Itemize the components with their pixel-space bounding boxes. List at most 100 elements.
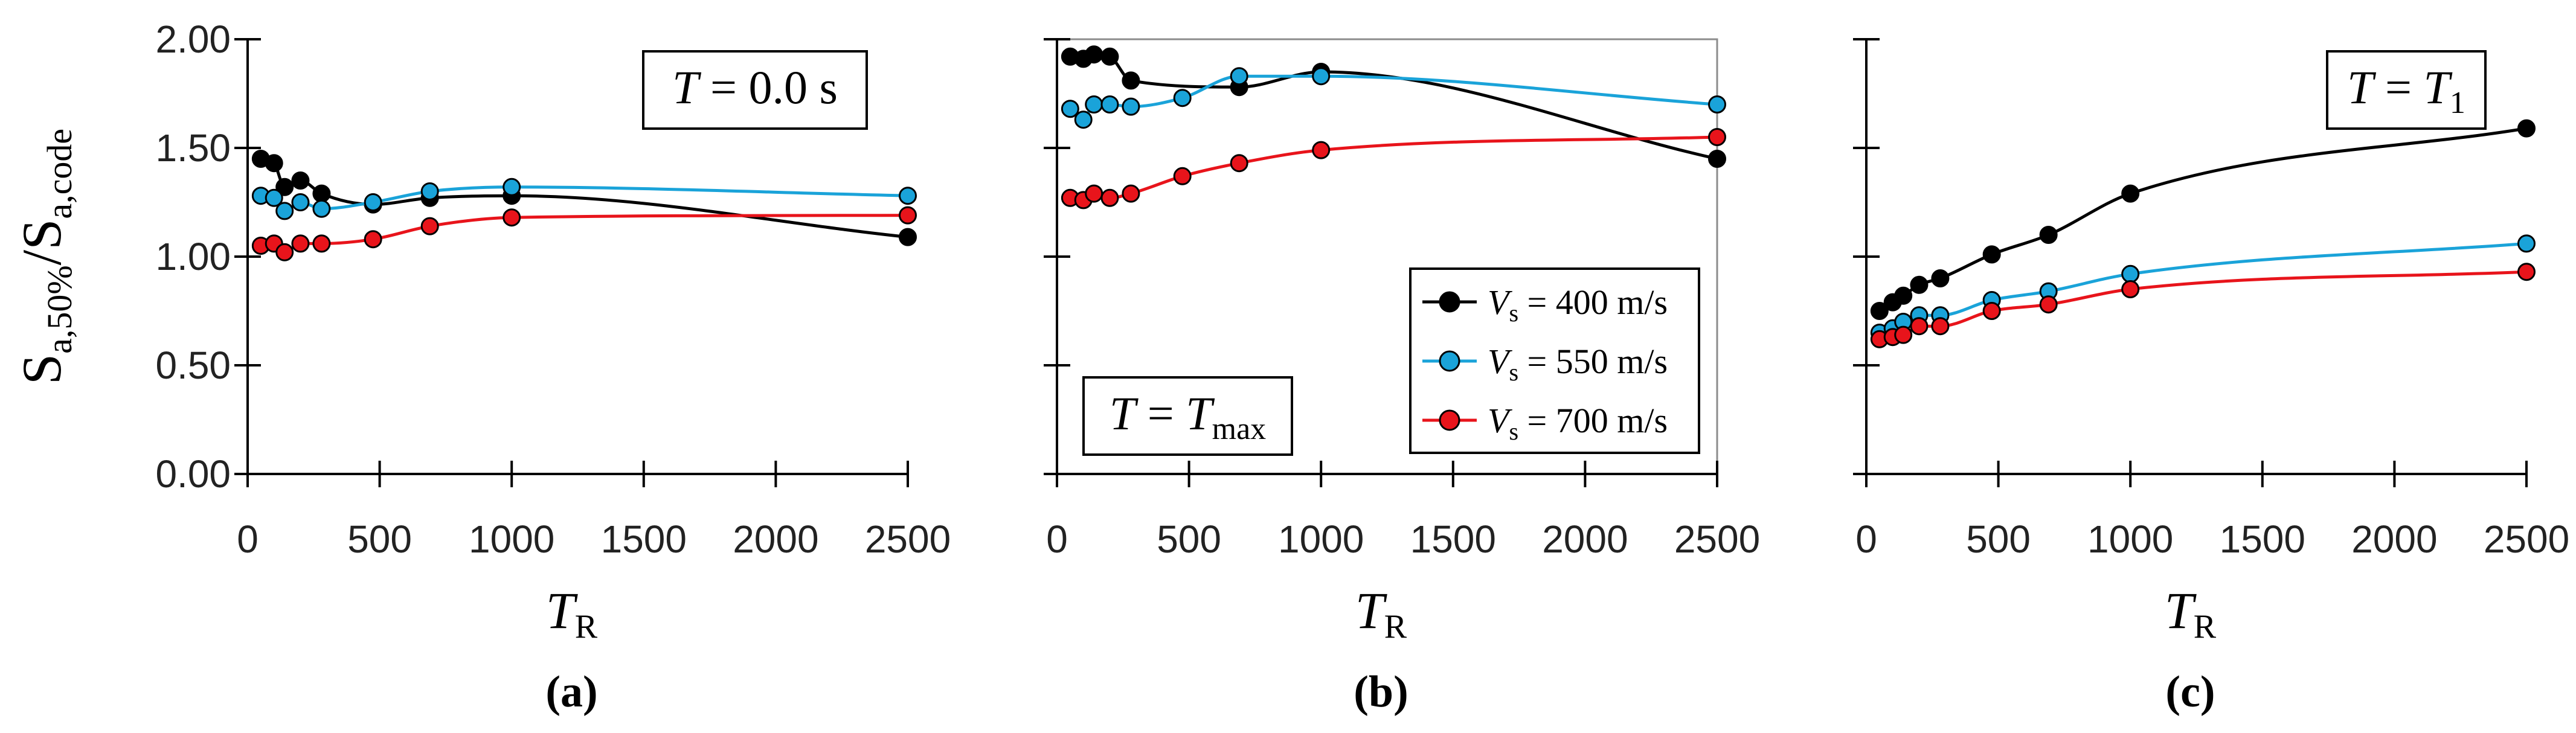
data-point bbox=[1085, 95, 1103, 114]
data-point bbox=[2039, 226, 2058, 244]
legend-subscript: s bbox=[1509, 299, 1518, 327]
x-tick-label: 500 bbox=[1157, 517, 1221, 561]
data-point bbox=[2517, 119, 2536, 138]
annotation-subscript: 1 bbox=[2450, 86, 2465, 120]
panel-label: (c) bbox=[2165, 667, 2215, 717]
data-point bbox=[420, 182, 439, 200]
data-point bbox=[1230, 67, 1248, 86]
data-point bbox=[1870, 302, 1889, 320]
data-point bbox=[2517, 263, 2536, 281]
series-line bbox=[260, 157, 908, 239]
x-tick-label: 2000 bbox=[1542, 517, 1628, 561]
annotation-symbol: T bbox=[1186, 387, 1215, 440]
annotation-subscript: max bbox=[1212, 412, 1267, 446]
x-tick-label: 2500 bbox=[1674, 517, 1760, 561]
data-point bbox=[364, 230, 382, 249]
data-point bbox=[899, 228, 917, 246]
data-point bbox=[899, 187, 917, 205]
legend-subscript: s bbox=[1509, 359, 1518, 386]
x-axis-label-symbol: T bbox=[2165, 581, 2197, 639]
data-point bbox=[275, 243, 294, 261]
panel-a: 0.00 0.50 1.00 1.50 2.00 0 500 1000 1500 2000 2500… bbox=[11, 18, 951, 717]
data-point bbox=[1173, 167, 1192, 185]
data-point bbox=[312, 234, 331, 253]
data-point bbox=[1931, 317, 1950, 336]
data-point bbox=[1910, 317, 1929, 336]
data-point bbox=[1982, 302, 2001, 320]
x-axis-label-subscript: R bbox=[2194, 608, 2217, 645]
panel-label: (a) bbox=[545, 667, 597, 717]
series-line bbox=[1879, 242, 2527, 334]
annotation-equals: = bbox=[1135, 387, 1186, 440]
y-axis-label-separator: /S bbox=[11, 219, 72, 266]
x-tick-label: 1000 bbox=[2087, 517, 2173, 561]
y-axis-label-subscript: a,50% bbox=[40, 265, 79, 354]
data-point bbox=[265, 154, 283, 173]
legend-symbol: V bbox=[1488, 283, 1513, 322]
y-axis-label-subscript: a,code bbox=[40, 129, 79, 219]
legend-label: Vs = 400 m/s bbox=[1488, 283, 1668, 327]
data-point bbox=[312, 184, 331, 203]
legend-text: = 700 m/s bbox=[1518, 401, 1668, 440]
x-axis-label: TR bbox=[546, 581, 598, 645]
data-point bbox=[1708, 95, 1726, 114]
annotation-symbol: T bbox=[2424, 61, 2453, 114]
y-tick-label: 1.00 bbox=[155, 235, 231, 278]
annotation-equals: = 0.0 s bbox=[699, 61, 838, 114]
series-line bbox=[1069, 74, 1718, 121]
data-point bbox=[275, 178, 294, 196]
y-tick-label: 0.50 bbox=[155, 344, 231, 387]
y-axis-label-symbol: S bbox=[11, 354, 72, 385]
data-point bbox=[1085, 45, 1103, 64]
legend-text: = 400 m/s bbox=[1518, 283, 1668, 322]
data-point bbox=[1982, 245, 2001, 264]
data-point bbox=[1100, 47, 1119, 66]
data-point bbox=[312, 199, 331, 218]
x-tick-label: 0 bbox=[1046, 517, 1068, 561]
x-tick-label: 2500 bbox=[865, 517, 951, 561]
x-axis-label-symbol: T bbox=[1355, 581, 1387, 639]
data-point bbox=[2121, 184, 2140, 203]
legend-subscript: s bbox=[1509, 418, 1518, 445]
data-point bbox=[364, 193, 382, 211]
data-point bbox=[2121, 280, 2140, 298]
data-point bbox=[1122, 184, 1140, 203]
data-point bbox=[275, 202, 294, 220]
data-point bbox=[265, 188, 283, 207]
data-point bbox=[420, 217, 439, 235]
legend-text: = 550 m/s bbox=[1518, 342, 1668, 381]
legend-symbol: V bbox=[1488, 342, 1513, 381]
x-axis-label-subscript: R bbox=[1384, 608, 1407, 645]
data-point bbox=[1122, 71, 1140, 90]
data-point bbox=[1910, 275, 1929, 294]
x-tick-label: 1000 bbox=[469, 517, 554, 561]
x-tick-label: 0 bbox=[237, 517, 259, 561]
series-line bbox=[1070, 135, 1718, 202]
legend-marker-swatch bbox=[1439, 409, 1460, 431]
data-point bbox=[1312, 67, 1331, 86]
x-tick-label: 2000 bbox=[2351, 517, 2437, 561]
x-axis-label: TR bbox=[1355, 581, 1407, 645]
data-point bbox=[1100, 95, 1119, 114]
x-tick-label: 1000 bbox=[1278, 517, 1364, 561]
data-point bbox=[2517, 234, 2536, 253]
data-point bbox=[2039, 295, 2058, 314]
legend-marker-swatch bbox=[1439, 291, 1460, 313]
annotation-text: T = 0.0 s bbox=[672, 61, 838, 114]
y-tick-label: 2.00 bbox=[155, 18, 231, 61]
annotation-symbol: T bbox=[1110, 387, 1139, 440]
data-point bbox=[1708, 128, 1726, 146]
data-point bbox=[1230, 154, 1248, 173]
panel-label: (b) bbox=[1354, 667, 1408, 717]
y-tick-label: 0.00 bbox=[155, 452, 231, 496]
data-point bbox=[1074, 110, 1093, 129]
legend-label: Vs = 550 m/s bbox=[1488, 342, 1668, 386]
series-line bbox=[260, 214, 908, 254]
x-tick-label: 1500 bbox=[601, 517, 687, 561]
x-axis-label-symbol: T bbox=[546, 581, 578, 639]
data-point bbox=[291, 171, 310, 190]
x-axis-label: TR bbox=[2165, 581, 2217, 645]
